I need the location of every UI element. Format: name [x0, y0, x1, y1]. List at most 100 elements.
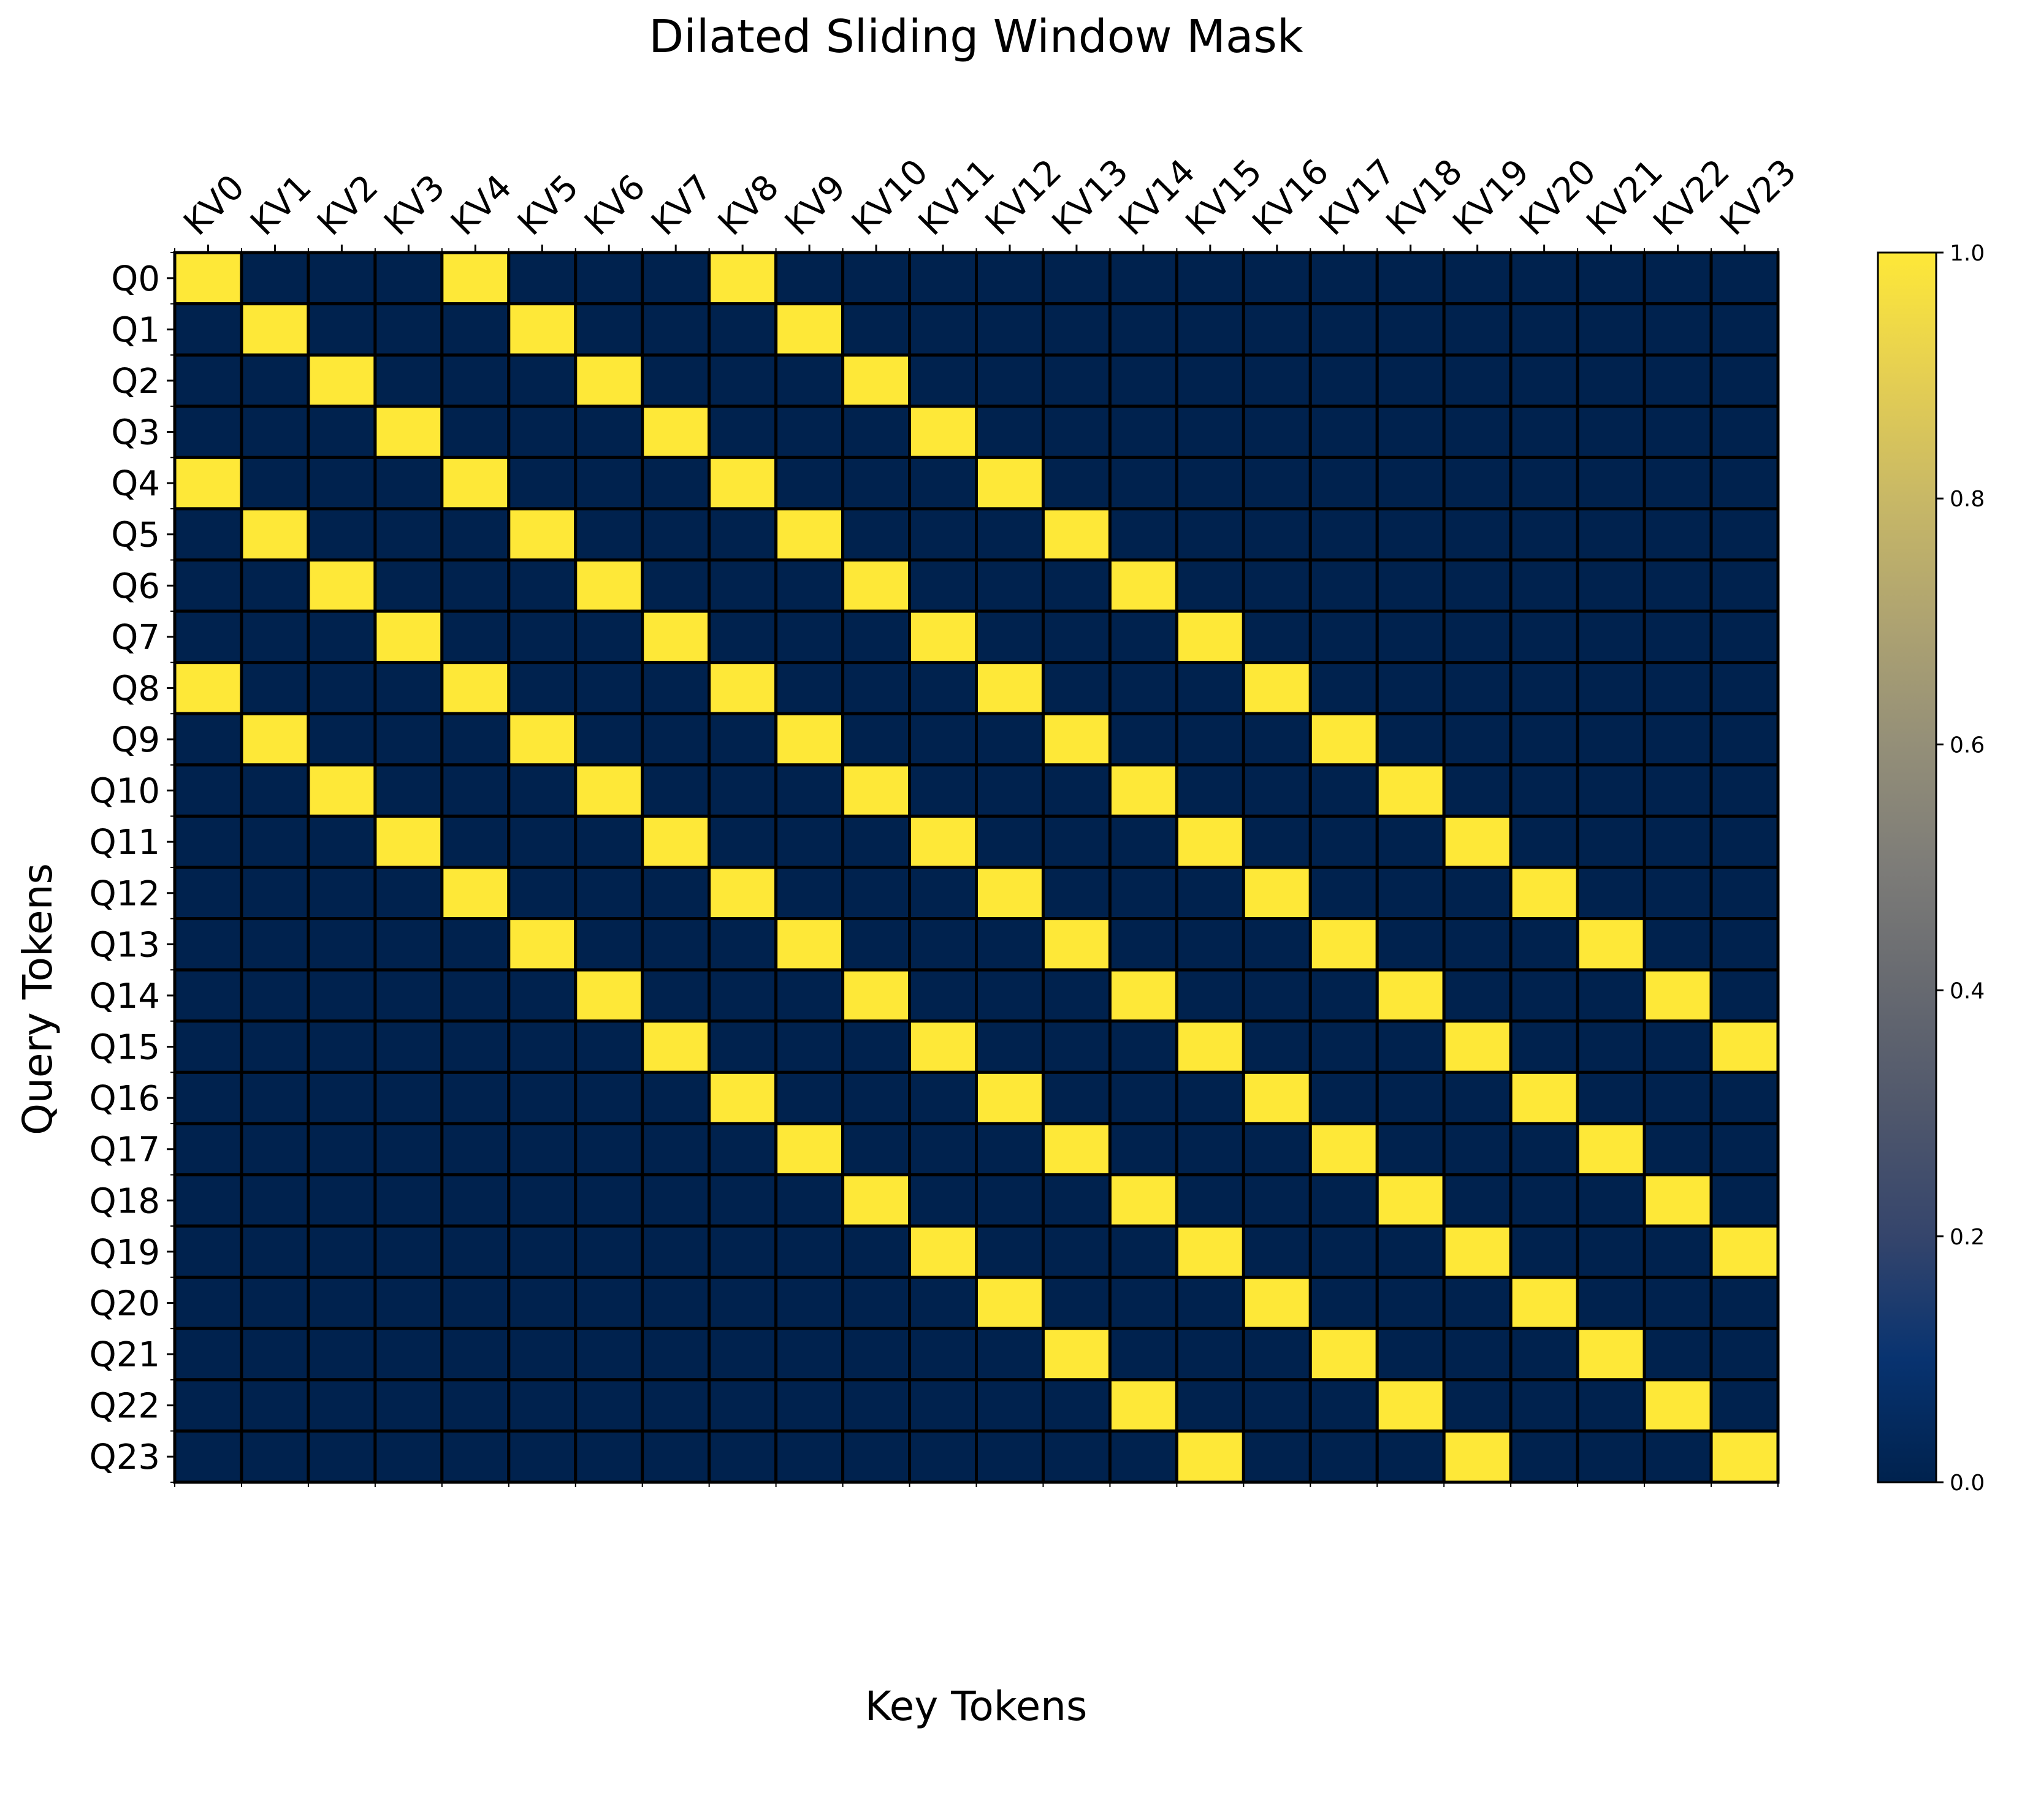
- heatmap-cell: [1375, 1327, 1446, 1382]
- heatmap-cell: [1242, 866, 1312, 921]
- heatmap-cell: [307, 1224, 377, 1279]
- heatmap-cell: [641, 917, 711, 972]
- heatmap-cell: [1576, 866, 1646, 921]
- x-tick-label: KV21: [1579, 151, 1671, 243]
- heatmap-cell: [641, 712, 711, 767]
- heatmap-cell: [975, 353, 1045, 408]
- heatmap-cell: [1509, 1122, 1579, 1177]
- y-axis-label: Query Tokens: [14, 863, 61, 1135]
- heatmap-cell: [908, 353, 979, 408]
- heatmap-cell: [908, 1429, 979, 1484]
- x-tick-label: KV23: [1712, 151, 1804, 243]
- heatmap-cell: [307, 814, 377, 869]
- heatmap-cell: [1442, 1378, 1513, 1433]
- heatmap-cell: [173, 353, 243, 408]
- heatmap-cell: [440, 1173, 511, 1228]
- heatmap-cell: [1375, 1276, 1446, 1330]
- x-tick-label: KV6: [577, 167, 653, 243]
- heatmap-cell: [774, 866, 845, 921]
- y-tick-label: Q11: [90, 823, 160, 862]
- heatmap-cell: [841, 1276, 912, 1330]
- heatmap-cell: [507, 1173, 578, 1228]
- colorbar-ticks: 0.0 0.2 0.4 0.6 0.8 1.0: [1936, 241, 1985, 1496]
- x-tick-label: KV22: [1646, 151, 1738, 243]
- heatmap-cell: [1709, 558, 1780, 613]
- heatmap-cell: [1442, 968, 1513, 1023]
- y-tick-label: Q15: [90, 1028, 160, 1068]
- heatmap-cell: [574, 455, 644, 511]
- heatmap-cell: [1175, 968, 1245, 1023]
- heatmap-cell: [240, 968, 310, 1023]
- heatmap-cell: [1576, 1070, 1646, 1125]
- heatmap-cell: [708, 1070, 778, 1125]
- heatmap-cell: [1041, 405, 1112, 459]
- heatmap-cell: [1375, 251, 1446, 306]
- heatmap-cell: [1576, 814, 1646, 869]
- heatmap-cell: [1375, 353, 1446, 408]
- heatmap-cell: [975, 814, 1045, 869]
- x-tick-label: KV17: [1312, 151, 1403, 243]
- heatmap-cell: [708, 1327, 778, 1382]
- heatmap-cell: [841, 455, 912, 511]
- y-tick-label: Q10: [90, 772, 160, 812]
- heatmap-cell: [240, 1276, 310, 1330]
- heatmap-cell: [240, 661, 310, 715]
- heatmap-cell: [1375, 1019, 1446, 1074]
- heatmap-cell: [1242, 455, 1312, 511]
- heatmap-cell: [307, 1327, 377, 1382]
- heatmap-cell: [173, 712, 243, 767]
- heatmap-cell: [841, 1378, 912, 1433]
- heatmap-cell: [1442, 251, 1513, 306]
- heatmap-cell: [373, 1224, 444, 1279]
- heatmap-cell: [1242, 1122, 1312, 1177]
- heatmap-cell: [440, 558, 511, 613]
- heatmap-cell: [1041, 917, 1112, 972]
- heatmap-cell: [1442, 917, 1513, 972]
- y-tick-label: Q16: [90, 1079, 160, 1119]
- heatmap-cell: [774, 1019, 845, 1074]
- heatmap-cell: [1709, 1173, 1780, 1228]
- heatmap-cell: [1375, 1122, 1446, 1177]
- heatmap-cell: [908, 1019, 979, 1074]
- heatmap-cell: [1509, 455, 1579, 511]
- heatmap-cell: [641, 866, 711, 921]
- heatmap-cell: [1709, 968, 1780, 1023]
- x-tick-label: KV0: [176, 167, 252, 243]
- heatmap-cell: [841, 507, 912, 562]
- heatmap-cell: [1509, 1224, 1579, 1279]
- heatmap-cell: [1375, 1378, 1446, 1433]
- heatmap-cell: [841, 558, 912, 613]
- heatmap-cell: [1576, 609, 1646, 664]
- heatmap-cell: [1041, 251, 1112, 306]
- heatmap-cell: [507, 455, 578, 511]
- heatmap-cell: [1442, 1173, 1513, 1228]
- x-tick-label: KV19: [1446, 151, 1537, 243]
- heatmap-cell: [1108, 866, 1178, 921]
- heatmap-cell: [641, 1224, 711, 1279]
- x-tick-label: KV1: [243, 167, 319, 243]
- heatmap-cell: [507, 814, 578, 869]
- heatmap-cell: [507, 968, 578, 1023]
- heatmap-cell: [1308, 814, 1379, 869]
- heatmap-cell: [1375, 917, 1446, 972]
- heatmap-cell: [1242, 814, 1312, 869]
- heatmap-cell: [774, 353, 845, 408]
- heatmap-cell: [1308, 1378, 1379, 1433]
- heatmap-cell: [440, 302, 511, 357]
- heatmap-cell: [574, 609, 644, 664]
- heatmap-cell: [908, 712, 979, 767]
- heatmap-cell: [641, 455, 711, 511]
- y-tick-label: Q13: [90, 925, 160, 965]
- heatmap-cell: [373, 1173, 444, 1228]
- heatmap-cell: [1509, 251, 1579, 306]
- y-tick-label: Q14: [90, 977, 160, 1016]
- heatmap-cell: [841, 405, 912, 459]
- heatmap-cell: [240, 1378, 310, 1433]
- heatmap-cell: [173, 968, 243, 1023]
- heatmap-cell: [440, 1276, 511, 1330]
- heatmap-cell: [1509, 1378, 1579, 1433]
- heatmap-cell: [1509, 763, 1579, 818]
- heatmap-cell: [1041, 814, 1112, 869]
- heatmap-cell: [908, 1173, 979, 1228]
- y-tick-label: Q8: [111, 669, 160, 709]
